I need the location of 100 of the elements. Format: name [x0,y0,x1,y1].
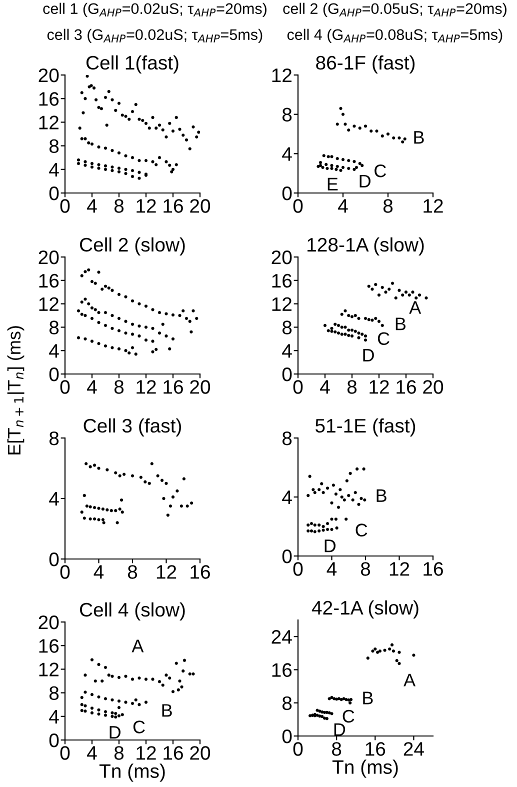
x-tick-label: 12 [424,199,443,213]
series-label: C [133,720,145,734]
series-label: D [110,726,120,739]
x-tick-label: 12 [136,199,156,213]
x-tick-label: 0 [60,380,70,394]
text: cell 3 (G$_{AHP}$=0.02uS; τ$_{AHP}$=5ms) [47,28,262,44]
series-label: B [414,131,424,144]
x-tick-label: 16 [164,199,183,213]
x-tick-label: 4 [87,199,97,213]
series-label: B [363,692,373,704]
x-tick-label: 20 [423,380,444,394]
series-label: D [334,723,346,736]
y-tick-label: 8 [282,431,292,446]
y-tick-label: 0 [49,367,59,382]
y-tick-label: 16 [272,663,292,677]
y-tick-label: 20 [38,615,59,630]
y-tick-label: 8 [282,320,292,334]
x-tick-label: 4 [87,380,97,394]
y-tick-label: 4 [282,490,292,504]
y-tick-label: 0 [49,552,59,566]
series-label: A [409,301,422,314]
series-label: C [378,332,390,345]
y-tick-label: 4 [49,710,59,724]
y-tick-label: 8 [49,139,59,154]
x-tick-label: 12 [136,380,156,394]
y-tick-label: 8 [282,696,292,710]
chart-title: Cell 3 (fast) [84,418,181,436]
x-tick-label: 24 [404,742,424,756]
y-tick-label: 4 [49,163,59,176]
y-tick-label: 16 [39,92,59,106]
x-axis-title: Tn (ms) [332,760,398,778]
x-tick-label: 12 [370,380,389,394]
x-tick-label: 8 [114,199,124,213]
series-label: E [328,178,338,190]
y-tick-label: 0 [282,729,292,744]
x-tick-label: 16 [164,380,183,394]
x-tick-label: 4 [94,565,104,579]
y-tick-label: 4 [49,492,59,506]
y-tick-label: 16 [272,274,292,288]
y-tick-label: 12 [39,297,58,311]
series-label: B [162,704,172,717]
series-label: D [363,348,374,362]
y-tick-label: 20 [38,68,59,82]
y-tick-label: 12 [272,297,292,311]
x-tick-label: 16 [190,565,210,579]
x-tick-label: 0 [60,565,70,579]
y-tick-label: 24 [272,630,292,644]
x-tick-label: 0 [293,380,303,394]
x-tick-label: 12 [136,746,156,760]
text: cell 2 (G$_{AHP}$=0.05uS; τ$_{AHP}$=20ms) [283,2,506,18]
x-tick-label: 0 [60,199,70,213]
x-tick-label: 4 [338,199,348,213]
x-tick-label: 4 [326,562,337,576]
chart-title: Cell 2 (slow) [80,237,185,256]
y-tick-label: 4 [282,147,292,161]
y-tick-label: 0 [49,186,59,200]
series-label: D [324,540,336,552]
x-tick-label: 0 [293,742,303,756]
y-tick-label: 8 [49,320,59,334]
x-tick-label: 16 [164,746,183,760]
x-tick-label: 8 [360,562,370,576]
y-tick-label: 8 [49,686,59,700]
y-tick-label: 4 [282,344,292,358]
y-tick-label: 0 [282,549,292,564]
x-tick-label: 0 [60,746,70,760]
chart-title: 128-1A (slow) [308,237,424,256]
chart-title: Cell 1(fast) [86,55,178,74]
chart-title: 86-1F (fast) [316,55,415,74]
y-tick-label: 20 [38,250,59,264]
y-tick-label: 0 [282,367,292,382]
y-tick-label: 16 [39,274,59,288]
x-tick-label: 8 [332,742,342,756]
y-tick-label: 4 [49,344,59,358]
x-tick-label: 0 [293,199,303,213]
x-tick-label: 16 [366,742,386,756]
x-tick-label: 8 [114,380,124,394]
series-label: C [374,164,386,178]
series-label: C [356,524,368,536]
x-tick-label: 0 [293,562,303,576]
y-tick-label: 8 [49,431,59,446]
x-tick-label: 12 [390,562,410,576]
x-tick-label: 8 [383,199,393,213]
y-tick-label: 12 [39,116,58,130]
y-tick-label: 12 [39,662,58,676]
series-label: A [132,640,144,652]
text: cell 1 (G$_{AHP}$=0.02uS; τ$_{AHP}$=20ms) [43,2,266,18]
x-tick-label: 20 [190,199,210,213]
series-label: B [396,318,406,330]
y-tick-label: 12 [272,68,292,82]
chart-title: 42-1A (slow) [312,600,418,618]
x-axis-title: Tn (ms) [99,764,165,782]
x-tick-label: 12 [156,565,176,579]
x-tick-label: 4 [87,746,97,760]
series-label: C [342,710,354,723]
x-tick-label: 20 [190,746,210,760]
x-tick-label: 20 [190,380,210,394]
chart-title: 51-1E (fast) [315,418,416,436]
x-tick-label: 16 [396,380,416,394]
series-label: A [404,674,416,686]
x-tick-label: 16 [424,562,443,576]
